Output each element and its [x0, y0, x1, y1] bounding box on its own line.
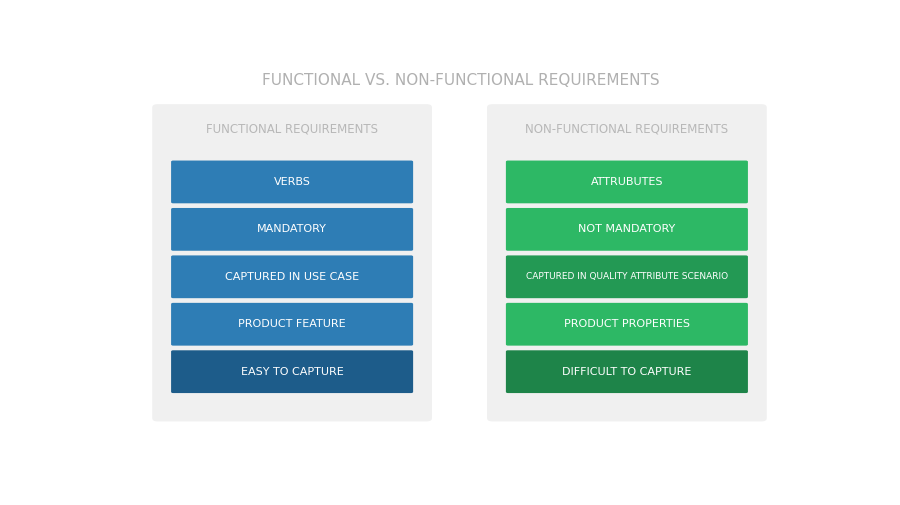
Text: CAPTURED IN USE CASE: CAPTURED IN USE CASE [225, 272, 359, 282]
Text: NON-FUNCTIONAL REQUIREMENTS: NON-FUNCTIONAL REQUIREMENTS [526, 122, 728, 135]
Text: EASY TO CAPTURE: EASY TO CAPTURE [240, 367, 344, 377]
Text: CAPTURED IN QUALITY ATTRIBUTE SCENARIO: CAPTURED IN QUALITY ATTRIBUTE SCENARIO [526, 272, 728, 281]
Text: FUNCTIONAL VS. NON-FUNCTIONAL REQUIREMENTS: FUNCTIONAL VS. NON-FUNCTIONAL REQUIREMEN… [263, 73, 660, 87]
Text: ATTRUBUTES: ATTRUBUTES [590, 177, 663, 187]
FancyBboxPatch shape [506, 256, 748, 298]
Text: FUNCTIONAL REQUIREMENTS: FUNCTIONAL REQUIREMENTS [206, 122, 378, 135]
Text: NOT MANDATORY: NOT MANDATORY [579, 224, 676, 234]
Text: DIFFICULT TO CAPTURE: DIFFICULT TO CAPTURE [562, 367, 691, 377]
FancyBboxPatch shape [506, 161, 748, 204]
FancyBboxPatch shape [171, 208, 413, 251]
FancyBboxPatch shape [506, 350, 748, 393]
FancyBboxPatch shape [171, 350, 413, 393]
Text: VERBS: VERBS [274, 177, 310, 187]
FancyBboxPatch shape [487, 104, 767, 422]
FancyBboxPatch shape [171, 303, 413, 345]
Text: MANDATORY: MANDATORY [257, 224, 327, 234]
FancyBboxPatch shape [171, 256, 413, 298]
Text: PRODUCT PROPERTIES: PRODUCT PROPERTIES [564, 319, 690, 329]
FancyBboxPatch shape [506, 208, 748, 251]
Text: PRODUCT FEATURE: PRODUCT FEATURE [238, 319, 346, 329]
FancyBboxPatch shape [152, 104, 432, 422]
FancyBboxPatch shape [506, 303, 748, 345]
FancyBboxPatch shape [171, 161, 413, 204]
